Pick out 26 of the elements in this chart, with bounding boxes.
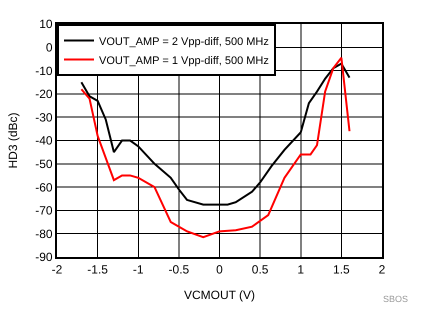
y-tick-label: -80	[35, 226, 53, 241]
y-tick-label: 10	[39, 17, 53, 32]
x-tick-label: -1.5	[87, 262, 108, 276]
y-tick-label: 0	[46, 40, 53, 54]
text: SBOS	[383, 294, 408, 304]
y-tick-label: -50	[35, 157, 53, 171]
y-tick-label: -90	[35, 250, 53, 264]
y-tick-label: -20	[35, 87, 53, 102]
x-tick-label: 2	[378, 262, 386, 276]
y-tick-label: -30	[35, 110, 53, 124]
legend-label: VOUT_AMP = 1 Vpp-diff, 500 MHz	[99, 54, 269, 67]
y-axis-title: HD3 (dBc)	[6, 112, 20, 169]
y-tick-label: -70	[35, 204, 53, 218]
x-tick-label: 1.5	[333, 262, 350, 276]
line-series	[80, 56, 350, 238]
x-tick-label: 0	[216, 262, 224, 276]
y-tick-label: -10	[35, 64, 53, 78]
legend-label: VOUT_AMP = 2 Vpp-diff, 500 MHz	[99, 36, 269, 48]
x-tick-label: 0.5	[252, 262, 269, 276]
y-tick-label: -40	[35, 134, 53, 148]
x-axis-title: VCMOUT (V)	[184, 288, 256, 302]
x-tick-label: -2	[52, 262, 63, 276]
x-tick-label: -1	[132, 262, 144, 276]
x-tick-label: 1	[297, 262, 304, 276]
y-tick-label: -60	[35, 180, 53, 194]
x-tick-label: -0.5	[168, 262, 190, 276]
